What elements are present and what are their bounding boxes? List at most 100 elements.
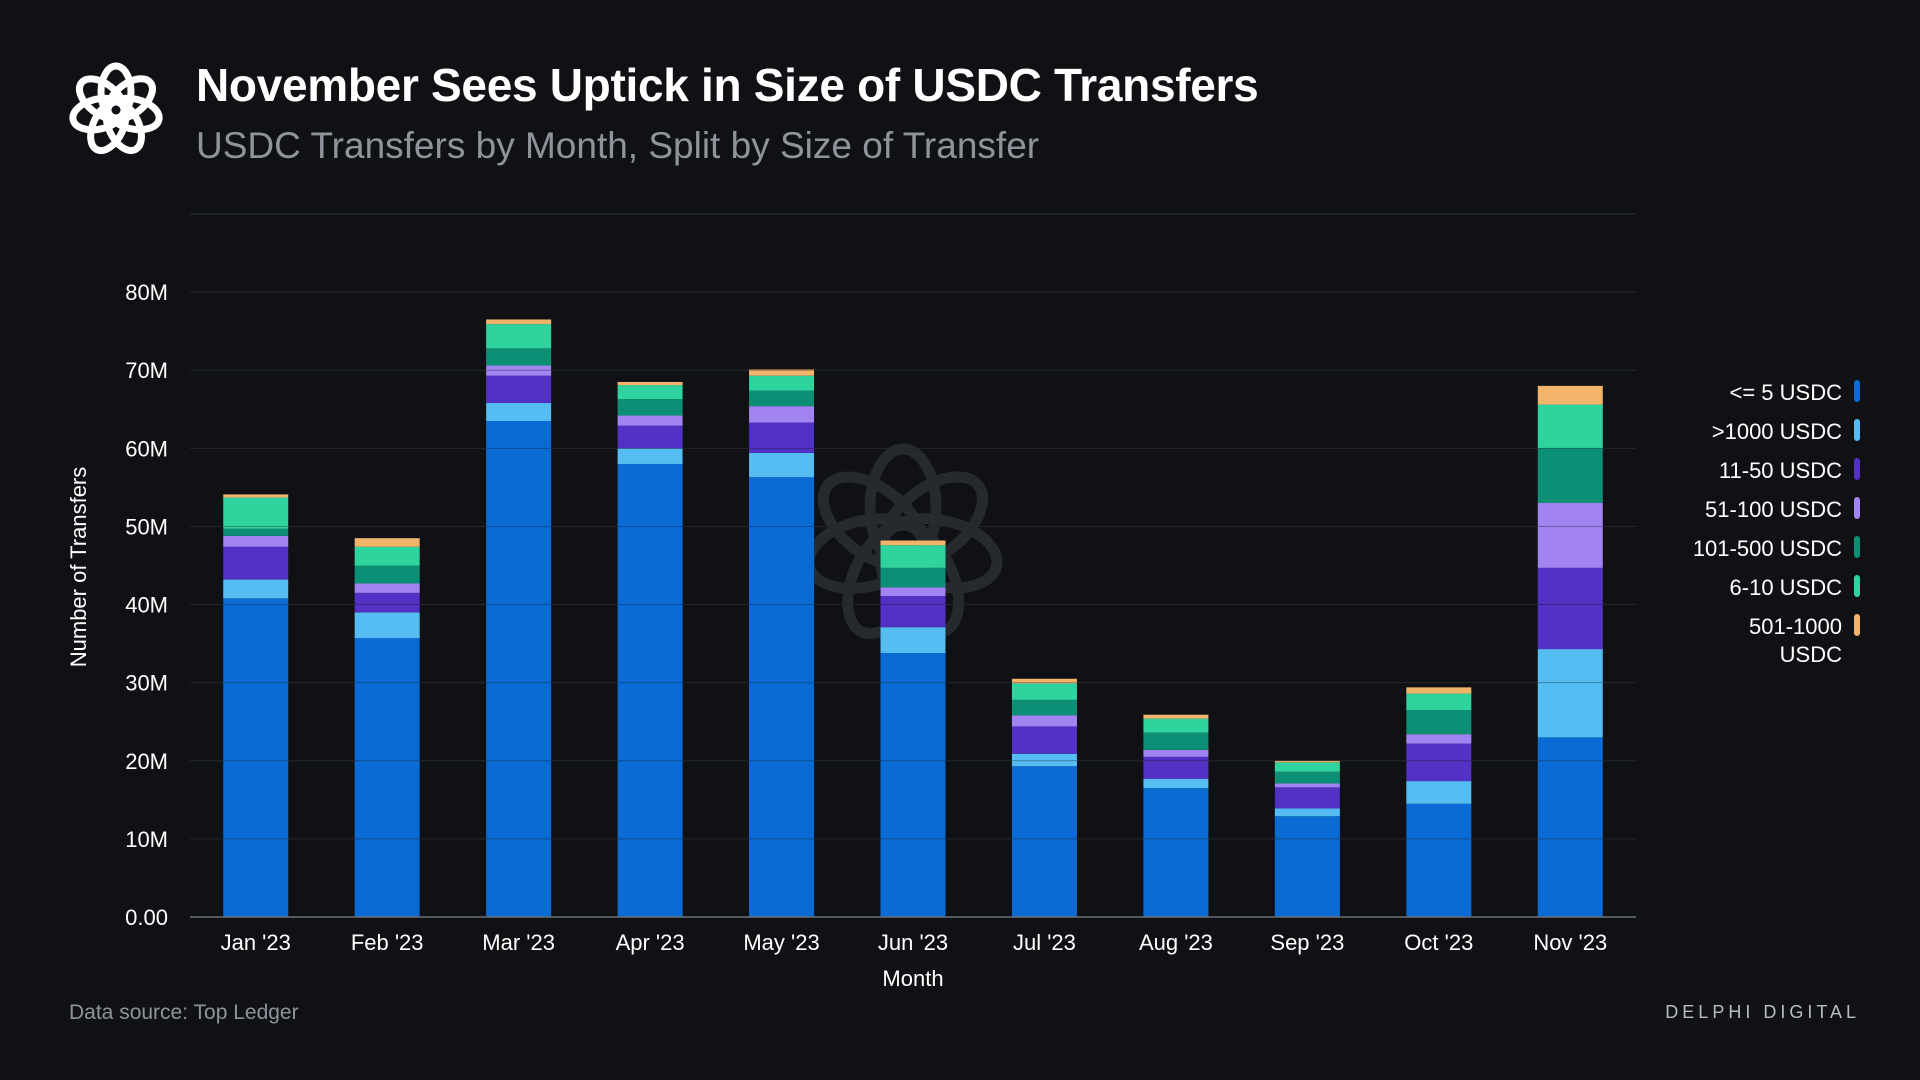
y-tick-label: 60M — [125, 436, 168, 461]
legend-swatch — [1854, 458, 1860, 480]
bar-segment — [1537, 448, 1603, 504]
bar-segment — [1406, 710, 1472, 735]
bar-segment — [1143, 788, 1209, 917]
bar-segment — [1011, 726, 1077, 754]
bar-segment — [1274, 771, 1340, 784]
bar-segment — [1011, 715, 1077, 727]
bar-segment — [486, 375, 552, 404]
bar-segment — [617, 385, 683, 400]
legend: <= 5 USDC >1000 USDC 11-50 USDC 51-100 USDC… — [1693, 380, 1860, 667]
legend-swatch — [1854, 536, 1860, 558]
bar-segment — [223, 497, 289, 529]
x-tick-label: Jan '23 — [221, 930, 291, 955]
y-tick-label: 70M — [125, 358, 168, 383]
bar-segment — [617, 425, 683, 449]
bar-segment — [1274, 816, 1340, 917]
legend-item[interactable]: 51-100 USDC — [1705, 497, 1860, 522]
bar-segment — [486, 365, 552, 376]
bar-segment — [1011, 766, 1077, 917]
legend-label: 101-500 USDC — [1693, 536, 1842, 561]
x-axis-label: Month — [882, 966, 943, 991]
bar-segment — [1143, 778, 1209, 789]
bar-segment — [354, 538, 420, 547]
bar-segment — [223, 528, 289, 536]
bar-segment — [1274, 760, 1340, 763]
bar-segment — [1406, 734, 1472, 744]
delphi-logo-icon — [69, 62, 163, 155]
bar-segment — [617, 415, 683, 426]
bar-segment — [749, 477, 815, 917]
bar-segment — [1143, 756, 1209, 779]
x-tick-label: Jul '23 — [1013, 930, 1076, 955]
bar-segment — [749, 375, 815, 391]
bar-segment — [1274, 808, 1340, 817]
bar-segment — [1537, 503, 1603, 568]
bar-segment — [1406, 693, 1472, 711]
bar-segment — [223, 535, 289, 547]
legend-label: 6-10 USDC — [1730, 575, 1843, 600]
legend-swatch — [1854, 614, 1860, 636]
legend-swatch — [1854, 419, 1860, 441]
bar-segment — [486, 348, 552, 366]
bar-segment — [1274, 787, 1340, 809]
axis-ticks: 0.00 10M 20M 30M 40M 50M 60M 70M 80M Jan '23 Feb '… — [125, 280, 1636, 955]
bar-segment — [1274, 762, 1340, 772]
bar-segment — [1537, 385, 1603, 405]
bar-segment — [880, 627, 946, 653]
legend-label: <= 5 USDC — [1730, 380, 1843, 405]
bar-segment — [1537, 404, 1603, 449]
x-tick-label: Nov '23 — [1533, 930, 1607, 955]
legend-label: 501-1000 — [1749, 614, 1842, 639]
legend-item[interactable]: 101-500 USDC — [1693, 536, 1860, 561]
bars — [190, 291, 1636, 917]
bar-segment — [617, 448, 683, 464]
bar-segment — [1011, 699, 1077, 716]
chart-title: November Sees Uptick in Size of USDC Tra… — [196, 59, 1259, 111]
legend-label: 51-100 USDC — [1705, 497, 1842, 522]
bar-segment — [1011, 678, 1077, 684]
bar-segment — [354, 612, 420, 639]
bar-segment — [749, 406, 815, 423]
bar-segment — [223, 546, 289, 580]
bar-segment — [617, 399, 683, 416]
legend-label: USDC — [1780, 642, 1842, 667]
bar-segment — [223, 598, 289, 917]
legend-item[interactable]: <= 5 USDC — [1730, 380, 1861, 405]
bar-segment — [223, 494, 289, 498]
legend-label: 11-50 USDC — [1719, 458, 1842, 483]
bar-segment — [749, 369, 815, 376]
legend-item[interactable]: >1000 USDC — [1712, 419, 1860, 444]
legend-swatch — [1854, 575, 1860, 597]
bar-segment — [1011, 683, 1077, 700]
x-tick-label: Aug '23 — [1139, 930, 1213, 955]
legend-swatch — [1854, 497, 1860, 519]
y-axis-label: Number of Transfers — [66, 467, 91, 668]
x-tick-label: Apr '23 — [616, 930, 685, 955]
bar-segment — [1143, 714, 1209, 719]
y-tick-label: 10M — [125, 827, 168, 852]
bar-segment — [1143, 732, 1209, 750]
legend-item[interactable]: 11-50 USDC — [1719, 458, 1860, 483]
bar-segment — [486, 420, 552, 917]
bar-segment — [223, 579, 289, 599]
data-source-note: Data source: Top Ledger — [69, 1001, 299, 1024]
bar-segment — [1406, 687, 1472, 694]
y-tick-label: 50M — [125, 514, 168, 539]
brand-wordmark: DELPHI DIGITAL — [1665, 1002, 1860, 1022]
bar-segment — [1406, 781, 1472, 804]
legend-item[interactable]: 501-1000 USDC — [1749, 614, 1860, 667]
bar-segment — [1537, 649, 1603, 738]
bar-segment — [1274, 783, 1340, 788]
bar-segment — [486, 319, 552, 325]
legend-item[interactable]: 6-10 USDC — [1730, 575, 1860, 600]
x-tick-label: Oct '23 — [1404, 930, 1473, 955]
bar-segment — [880, 587, 946, 596]
bar-segment — [749, 453, 815, 478]
bar-segment — [749, 390, 815, 407]
y-tick-label: 40M — [125, 593, 168, 618]
bar-segment — [354, 565, 420, 584]
y-tick-label: 0.00 — [125, 905, 168, 930]
bar-segment — [1537, 737, 1603, 917]
y-tick-label: 20M — [125, 749, 168, 774]
